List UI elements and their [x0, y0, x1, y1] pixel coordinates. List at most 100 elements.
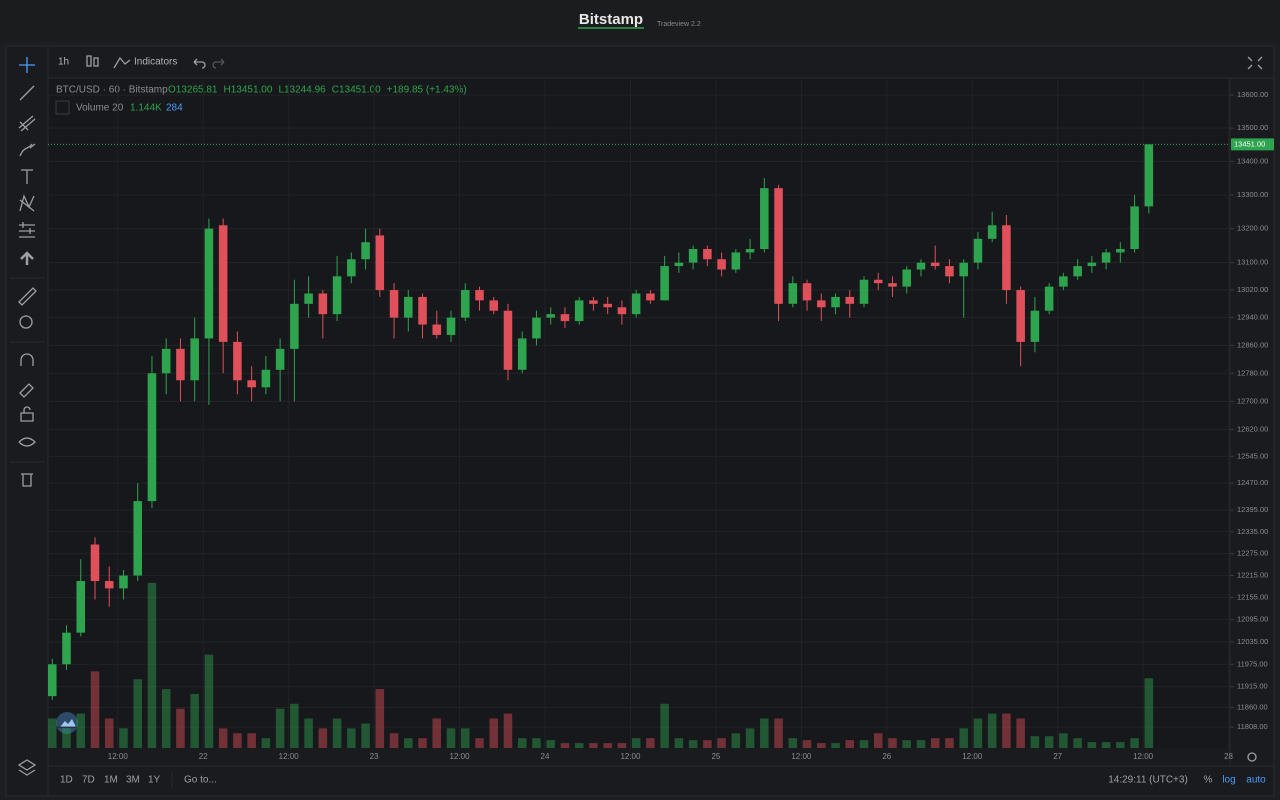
ohlc-value: C13451.00 — [332, 85, 381, 96]
clock: 14:29:11 (UTC+3) — [1108, 775, 1188, 786]
volume-bar — [802, 740, 812, 748]
volume-bar — [446, 728, 456, 748]
volume-bar — [589, 743, 598, 748]
volume-bar — [261, 738, 271, 748]
range-button[interactable]: 7D — [82, 775, 95, 786]
range-button[interactable]: 1M — [104, 775, 118, 786]
candle-body — [62, 632, 71, 665]
legend: BTC/USD · 60 · Bitstamp Volume 20 1.144K… — [55, 85, 183, 115]
measure-tool[interactable] — [18, 287, 37, 306]
volume-bar — [760, 718, 769, 748]
candle-body — [688, 249, 698, 263]
fullscreen-button[interactable] — [1247, 56, 1263, 70]
candle-body — [532, 317, 541, 339]
log-toggle[interactable]: log — [1222, 775, 1235, 786]
candle-body — [460, 290, 470, 318]
volume-bar — [62, 728, 71, 748]
candle-body — [987, 225, 997, 239]
trend-line-tool[interactable] — [19, 85, 35, 101]
volume-bar — [617, 743, 627, 748]
volume-bar — [1101, 742, 1111, 748]
fib-tool[interactable] — [18, 115, 36, 132]
percent-toggle[interactable]: % — [1204, 775, 1213, 786]
x-tick-label: 23 — [370, 752, 379, 761]
candle-body — [418, 296, 427, 325]
x-tick-label: 28 — [1224, 752, 1233, 761]
volume-bar — [831, 743, 840, 748]
volume-bar — [90, 671, 100, 748]
indicators-button[interactable]: Indicators — [134, 57, 177, 68]
volume-bar — [1087, 742, 1097, 748]
y-tick-label: 12780.00 — [1237, 368, 1268, 377]
candle-body — [859, 279, 869, 304]
range-button[interactable]: 3M — [126, 775, 140, 786]
undo-button[interactable] — [193, 58, 206, 69]
candle-body — [617, 307, 627, 315]
volume-bar — [1116, 742, 1125, 748]
header — [0, 0, 1280, 42]
lock-tool[interactable] — [20, 406, 34, 422]
collapse-button[interactable] — [55, 100, 70, 115]
y-tick-label: 12860.00 — [1237, 340, 1268, 349]
interval-button[interactable]: 1h — [58, 57, 69, 68]
text-tool[interactable] — [21, 169, 33, 184]
candle-body — [916, 262, 926, 270]
auto-toggle[interactable]: auto — [1246, 775, 1266, 786]
range-button[interactable]: 1D — [60, 775, 73, 786]
crosshair-tool[interactable] — [19, 57, 35, 73]
volume-bar — [646, 738, 655, 748]
y-tick-label: 12215.00 — [1237, 571, 1268, 580]
goto-button[interactable]: Go to... — [184, 775, 217, 786]
candle-body — [902, 269, 912, 287]
volume-bar — [347, 728, 356, 748]
x-tick-label: 12:00 — [279, 752, 300, 761]
volume-last: 284 — [166, 103, 183, 114]
volume-bar — [404, 738, 413, 748]
candle-body — [546, 314, 555, 318]
candle-body — [76, 581, 86, 633]
volume-average: 1.144K — [130, 103, 162, 114]
pattern-tool[interactable] — [19, 194, 35, 212]
redo-button[interactable] — [212, 58, 225, 69]
volume-bar — [332, 718, 342, 748]
volume-bar — [873, 733, 883, 748]
volume-bar — [888, 738, 897, 748]
volume-bar — [389, 733, 399, 748]
volume-bar — [902, 740, 912, 748]
remove-tool[interactable] — [21, 473, 33, 487]
change-value: +189.85 (+1.43%) — [387, 85, 467, 96]
magnet-tool[interactable] — [20, 353, 34, 366]
brand[interactable]: Bitstamp — [579, 11, 643, 28]
candle-body — [1002, 225, 1011, 291]
settings-button[interactable] — [1247, 752, 1257, 762]
ohlc-value: L13244.96 — [278, 85, 326, 96]
volume-bar — [247, 733, 256, 748]
candle-body — [1144, 144, 1154, 207]
visibility-tool[interactable] — [18, 437, 36, 447]
last-price-label: 13451.00 — [1234, 139, 1265, 148]
candle-type-button[interactable] — [86, 55, 99, 67]
indicators-icon[interactable] — [113, 56, 131, 69]
volume-bar — [104, 718, 114, 748]
y-tick-label: 13020.00 — [1237, 285, 1268, 294]
prediction-tool[interactable] — [19, 222, 35, 238]
range-button[interactable]: 1Y — [148, 775, 161, 786]
candle-body — [204, 228, 214, 339]
y-tick-label: 12335.00 — [1237, 527, 1268, 536]
volume-bar — [375, 689, 385, 748]
brush-tool[interactable] — [19, 143, 36, 157]
candle-body — [603, 303, 612, 308]
candle-body — [945, 266, 954, 277]
bottom-toolbar: Go to... 14:29:11 (UTC+3) % log auto — [171, 752, 1266, 788]
candle-body — [1044, 286, 1054, 311]
zoom-tool[interactable] — [19, 315, 33, 329]
layers-button[interactable] — [17, 759, 37, 776]
stay-drawing-tool[interactable] — [19, 383, 34, 398]
icon-tool[interactable] — [20, 251, 34, 265]
volume-bar — [717, 738, 726, 748]
volume-bar — [48, 718, 57, 748]
candle-body — [304, 293, 313, 304]
ohlc-value: O13265.81 — [168, 85, 218, 96]
